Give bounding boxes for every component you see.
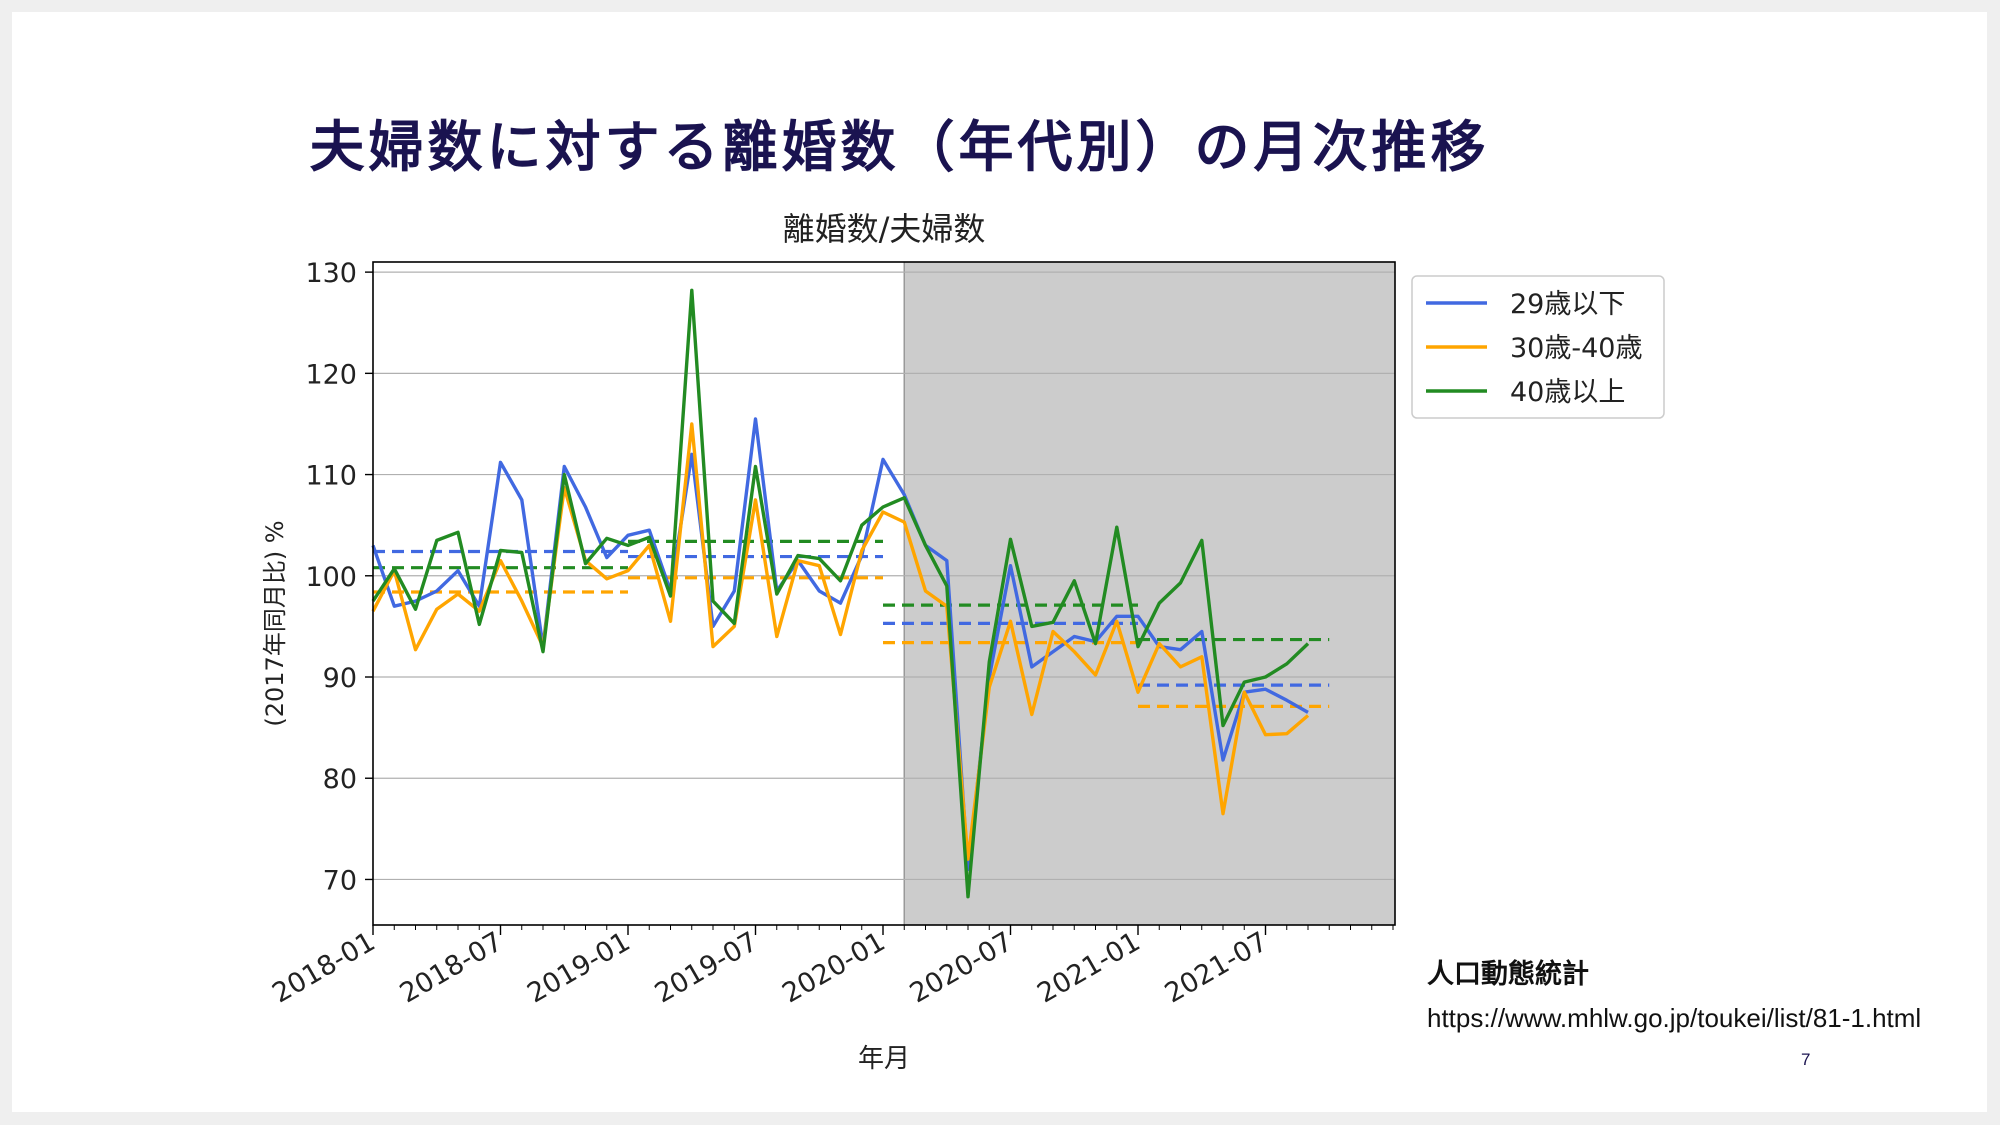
y-tick-label: 120 bbox=[305, 359, 357, 390]
slide: 夫婦数に対する離婚数（年代別）の月次推移 人口動態統計 https://www.… bbox=[12, 12, 1987, 1112]
x-tick-label: 2019-01 bbox=[522, 926, 635, 1009]
legend-label: 40歳以上 bbox=[1510, 377, 1625, 408]
legend-label: 30歳-40歳 bbox=[1510, 333, 1642, 364]
y-axis-ticks: 70 80 90 100 110 120 130 bbox=[305, 258, 373, 896]
series-line bbox=[371, 422, 1310, 861]
legend: 29歳以下 30歳-40歳 40歳以上 bbox=[1411, 275, 1665, 419]
x-tick-label: 2019-07 bbox=[650, 926, 763, 1009]
y-tick-label: 130 bbox=[305, 258, 357, 289]
plot-frame bbox=[372, 261, 1396, 926]
source-url[interactable]: https://www.mhlw.go.jp/toukei/list/81-1.… bbox=[1427, 1003, 1922, 1033]
legend-label: 29歳以下 bbox=[1510, 289, 1625, 320]
x-tick-label: 2021-01 bbox=[1032, 926, 1145, 1009]
y-axis-label: (2017年同月比) % bbox=[261, 520, 289, 726]
shaded-region bbox=[904, 262, 1395, 925]
x-tick-label: 2020-07 bbox=[905, 926, 1018, 1009]
x-tick-label: 2021-07 bbox=[1160, 926, 1273, 1009]
x-tick-label: 2020-01 bbox=[777, 926, 890, 1009]
x-axis-ticks: 2018-01 2018-07 2019-01 2019-07 2020-01 2020-… bbox=[267, 925, 1394, 1009]
y-tick-label: 100 bbox=[305, 562, 357, 593]
y-tick-label: 90 bbox=[323, 663, 357, 694]
x-tick-label: 2018-01 bbox=[267, 926, 380, 1009]
x-tick-label: 2018-07 bbox=[395, 926, 508, 1009]
y-tick-label: 70 bbox=[323, 865, 357, 896]
slide-title: 夫婦数に対する離婚数（年代別）の月次推移 bbox=[309, 115, 1490, 179]
chart-title: 離婚数/夫婦数 bbox=[783, 210, 986, 248]
x-axis-label: 年月 bbox=[858, 1044, 910, 1074]
source-name: 人口動態統計 bbox=[1427, 959, 1589, 989]
y-tick-label: 80 bbox=[323, 764, 357, 795]
series-lines bbox=[371, 288, 1310, 899]
legend-box bbox=[1411, 275, 1665, 419]
series-line bbox=[371, 288, 1310, 899]
series-line bbox=[371, 417, 1309, 871]
grid-lines bbox=[373, 262, 1395, 925]
source-citation: 人口動態統計 https://www.mhlw.go.jp/toukei/lis… bbox=[1427, 952, 1921, 1034]
page-number: 7 bbox=[1801, 1050, 1811, 1069]
y-tick-label: 110 bbox=[305, 461, 357, 492]
